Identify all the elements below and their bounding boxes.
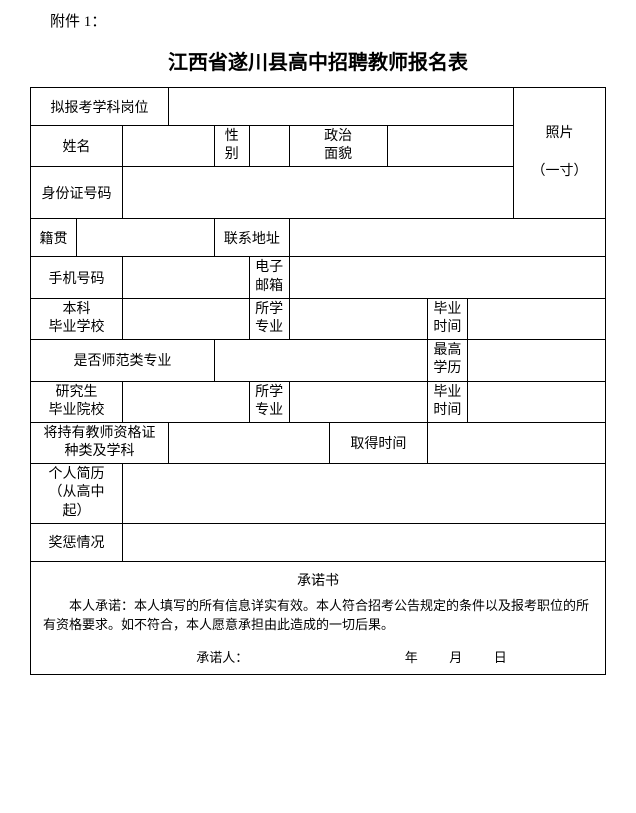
value-id-number xyxy=(123,167,514,219)
label-is-normal-major: 是否师范类专业 xyxy=(31,340,215,381)
label-phone: 手机号码 xyxy=(31,257,123,298)
value-native-place xyxy=(77,219,215,257)
value-subject-position xyxy=(169,88,514,126)
form-title: 江西省遂川县高中招聘教师报名表 xyxy=(30,46,606,75)
value-contact-address xyxy=(289,219,605,257)
label-grad-school: 研究生 毕业院校 xyxy=(31,381,123,422)
label-awards: 奖惩情况 xyxy=(31,523,123,561)
label-resume: 个人简历 （从高中 起） xyxy=(31,464,123,524)
value-resume xyxy=(123,464,606,524)
photo-size: （一寸） xyxy=(516,158,603,186)
value-grad-time1 xyxy=(468,298,606,339)
commitment-signature-line: 承诺人： 年 月 日 xyxy=(43,647,593,666)
label-teacher-cert: 将持有教师资格证 种类及学科 xyxy=(31,422,169,463)
label-grad-time2: 毕业 时间 xyxy=(427,381,467,422)
value-cert-obtain-time xyxy=(427,422,605,463)
commitment-text: 本人承诺：本人填写的所有信息详实有效。本人符合招考公告规定的条件以及报考职位的所… xyxy=(43,596,593,635)
value-highest-edu xyxy=(468,340,606,381)
value-undergrad-school xyxy=(123,298,250,339)
value-grad-time2 xyxy=(468,381,606,422)
label-name: 姓名 xyxy=(31,126,123,167)
value-grad-school xyxy=(123,381,250,422)
value-email xyxy=(289,257,605,298)
label-native-place: 籍贯 xyxy=(31,219,77,257)
value-major2 xyxy=(289,381,427,422)
label-cert-obtain-time: 取得时间 xyxy=(330,422,428,463)
value-teacher-cert xyxy=(169,422,330,463)
value-major1 xyxy=(289,298,427,339)
label-grad-time1: 毕业 时间 xyxy=(427,298,467,339)
value-is-normal-major xyxy=(215,340,428,381)
label-political-status: 政治 面貌 xyxy=(289,126,387,167)
label-gender: 性 别 xyxy=(215,126,250,167)
photo-label: 照片 xyxy=(516,120,603,148)
value-political-status xyxy=(387,126,514,167)
label-id-number: 身份证号码 xyxy=(31,167,123,219)
label-major1: 所学 专业 xyxy=(249,298,289,339)
value-phone xyxy=(123,257,250,298)
label-email: 电子 邮箱 xyxy=(249,257,289,298)
commitment-section: 承诺书 本人承诺：本人填写的所有信息详实有效。本人符合招考公告规定的条件以及报考… xyxy=(31,561,606,674)
label-highest-edu: 最高 学历 xyxy=(427,340,467,381)
photo-area: 照片 （一寸） xyxy=(514,88,606,219)
date-month: 月 xyxy=(449,650,462,665)
label-contact-address: 联系地址 xyxy=(215,219,290,257)
label-undergrad-school: 本科 毕业学校 xyxy=(31,298,123,339)
label-subject-position: 拟报考学科岗位 xyxy=(31,88,169,126)
date-day: 日 xyxy=(494,650,507,665)
commitment-title: 承诺书 xyxy=(43,570,593,590)
application-form-table: 拟报考学科岗位 照片 （一寸） 姓名 性 别 政治 面貌 身份证号码 籍贯 联系… xyxy=(30,87,606,675)
value-name xyxy=(123,126,215,167)
date-year: 年 xyxy=(405,650,418,665)
value-gender xyxy=(249,126,289,167)
label-major2: 所学 专业 xyxy=(249,381,289,422)
value-awards xyxy=(123,523,606,561)
signer-label: 承诺人： xyxy=(196,650,248,665)
attachment-label: 附件 1： xyxy=(50,10,606,31)
